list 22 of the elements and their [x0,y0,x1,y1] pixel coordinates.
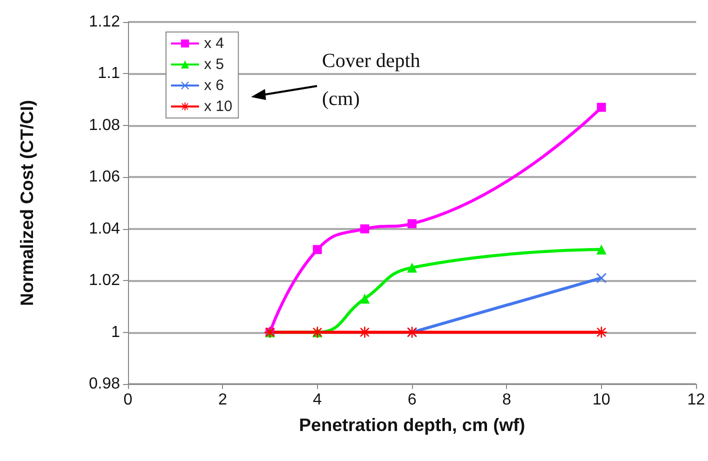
x-tick-label: 10 [592,392,610,408]
x-tick-label: 0 [124,392,133,408]
y-tick-label: 1.02 [88,272,120,290]
legend-label: x 10 [204,98,232,115]
y-tick-label: 0.98 [88,376,120,392]
y-tick-label: 1.08 [88,116,120,134]
legend-label: x 4 [204,35,224,52]
y-tick-label: 1.12 [88,14,120,30]
y-tick-label: 1 [111,324,120,341]
x-tick-label: 2 [218,392,228,408]
x-tick-label: 12 [687,392,706,408]
x-tick-label: 4 [312,392,322,408]
x-tick-label: 6 [408,392,417,408]
legend-label: x 5 [204,56,224,73]
x-axis-title: Penetration depth, cm (wf) [299,415,526,435]
y-tick-label: 1.06 [88,168,120,186]
y-axis-title: Normalized Cost (CT/CI) [17,100,37,306]
legend-label: x 6 [204,77,224,94]
x-tick-label: 8 [502,392,512,408]
y-tick-label: 1.1 [98,65,120,82]
annotation: Cover depth (cm) [322,50,426,110]
y-tick-label: 1.04 [88,220,120,238]
